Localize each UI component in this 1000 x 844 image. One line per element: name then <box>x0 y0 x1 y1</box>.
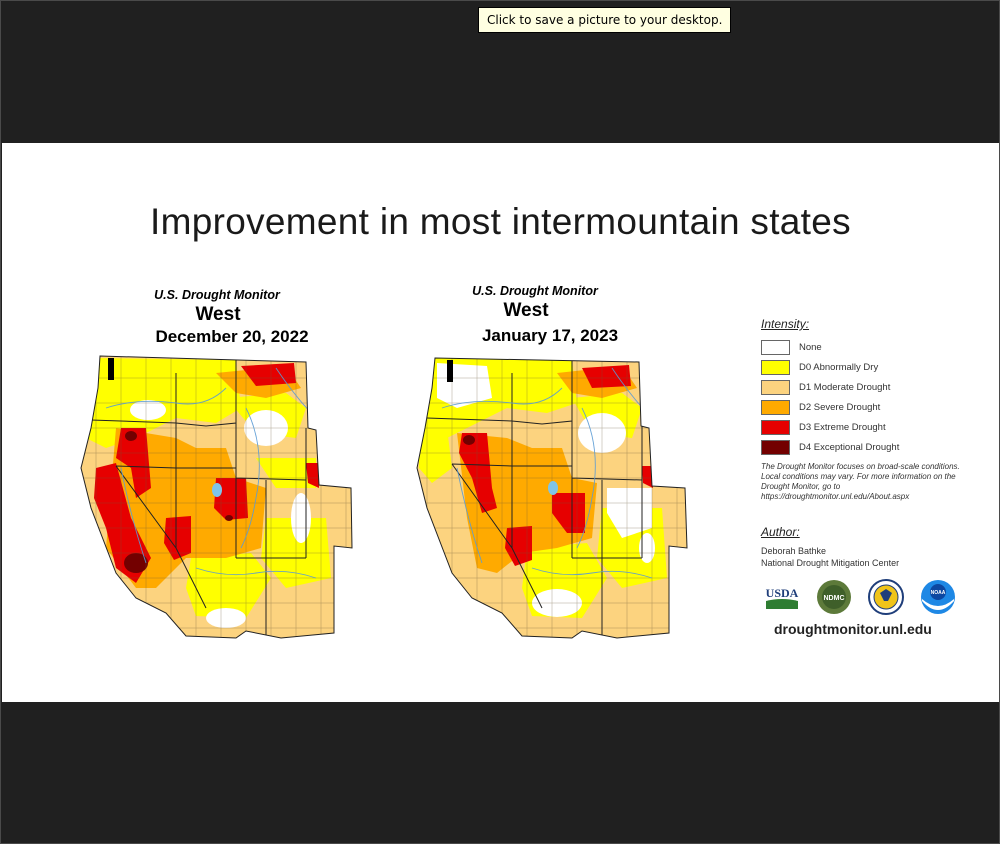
intensity-legend: Intensity: None D0 Abnormally Dry D1 Mod… <box>761 317 971 457</box>
map-date-label: January 17, 2023 <box>481 326 619 345</box>
map-header-dec-2022: U.S. Drought Monitor West December 20, 2… <box>132 288 332 347</box>
legend-label: D1 Moderate Drought <box>799 381 891 393</box>
author-heading: Author: <box>761 525 800 539</box>
legend-label: None <box>799 341 822 353</box>
legend-title: Intensity: <box>761 317 810 331</box>
legend-label: D2 Severe Drought <box>799 401 881 413</box>
legend-swatch <box>761 399 790 415</box>
legend-swatch <box>761 419 790 435</box>
author-name: Deborah Bathke <box>761 546 827 556</box>
legend-label: D0 Abnormally Dry <box>799 361 879 373</box>
map-region-label: West <box>195 304 241 325</box>
map-region-label: West <box>503 300 549 321</box>
map-org-label: U.S. Drought Monitor <box>472 284 598 298</box>
legend-item-d1: D1 Moderate Drought <box>761 377 971 397</box>
save-picture-tooltip: Click to save a picture to your desktop. <box>478 7 732 33</box>
legend-swatch <box>761 359 790 375</box>
usda-logo-icon: USDA <box>766 586 799 609</box>
legend-swatch <box>761 339 790 355</box>
legend-item-d4: D4 Exceptional Drought <box>761 437 971 457</box>
noaa-logo-icon: NOAA <box>921 580 955 614</box>
legend-label: D4 Exceptional Drought <box>799 441 900 453</box>
legend-label: D3 Extreme Drought <box>799 421 886 433</box>
drought-map-jan-2023 <box>416 357 688 639</box>
slide-image[interactable]: Improvement in most intermountain states… <box>2 143 999 702</box>
svg-text:USDA: USDA <box>766 586 799 600</box>
legend-item-none: None <box>761 337 971 357</box>
ndmc-logo-icon: NDMC <box>817 580 851 614</box>
slide-title: Improvement in most intermountain states <box>150 201 851 242</box>
author-org: National Drought Mitigation Center <box>761 558 900 568</box>
partner-logos: USDA NDMC NOAA <box>764 579 956 615</box>
drought-map-dec-2022 <box>80 355 353 639</box>
legend-item-d3: D3 Extreme Drought <box>761 417 971 437</box>
drought-monitor-note: The Drought Monitor focuses on broad-sca… <box>761 462 960 501</box>
svg-text:NOAA: NOAA <box>931 590 946 596</box>
map-header-jan-2023: U.S. Drought Monitor West January 17, 20… <box>450 284 650 346</box>
website-url: droughtmonitor.unl.edu <box>774 621 932 637</box>
legend-swatch <box>761 379 790 395</box>
author-info: Deborah Bathke National Drought Mitigati… <box>761 545 899 569</box>
map-org-label: U.S. Drought Monitor <box>154 288 280 302</box>
map-date-label: December 20, 2022 <box>155 327 309 346</box>
commerce-seal-icon <box>868 579 904 615</box>
legend-swatch <box>761 439 790 455</box>
legend-item-d0: D0 Abnormally Dry <box>761 357 971 377</box>
svg-text:NDMC: NDMC <box>824 595 845 602</box>
legend-item-d2: D2 Severe Drought <box>761 397 971 417</box>
